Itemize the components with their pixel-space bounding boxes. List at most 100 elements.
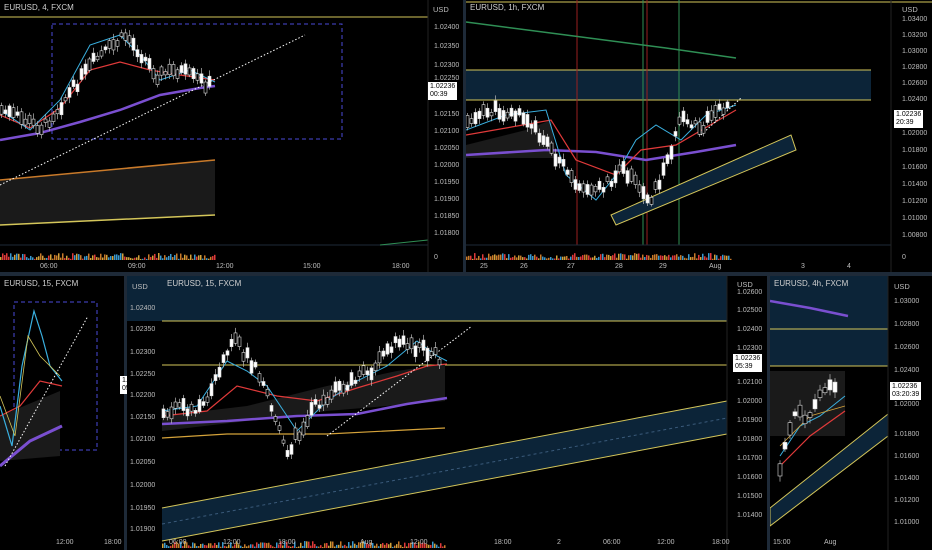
candle [193, 410, 198, 414]
channel-band[interactable] [610, 134, 797, 226]
y-tick-label: 1.02800 [902, 64, 928, 71]
volume-bar [676, 254, 678, 260]
volume-bar [718, 258, 720, 260]
volume-bar [378, 546, 380, 548]
candle [721, 107, 726, 115]
vertical-divider-bottom-right[interactable] [767, 276, 770, 550]
candle [19, 111, 24, 125]
volume-bar [22, 253, 24, 260]
chart-pane-4[interactable]: EURUSD, 15, FXCM USD USD 1.02400 1.02350… [127, 276, 767, 550]
candle [377, 351, 382, 364]
volume-bar [214, 542, 216, 548]
volume-bar [56, 255, 58, 260]
volume-bar [162, 258, 164, 260]
candle [481, 104, 486, 116]
y-tick-label: 1.01900 [737, 417, 763, 424]
candle [159, 66, 164, 76]
trendline-dotted[interactable] [326, 325, 473, 437]
chart-pane-1[interactable]: EURUSD, 4, FXCM USD 1.02400 1.02350 1.02… [0, 0, 463, 272]
volume-bar [714, 254, 716, 260]
candle [545, 136, 550, 147]
vertical-divider-top[interactable] [463, 0, 466, 272]
candle [321, 394, 326, 406]
y-tick-label: 1.02300 [737, 345, 763, 352]
y-tick-label: 0 [434, 254, 438, 261]
trendline-dotted[interactable] [4, 315, 89, 467]
volume-bar [210, 256, 212, 260]
candle [797, 404, 803, 418]
y-tick-label: 1.02150 [434, 111, 460, 118]
volume-bar [80, 255, 82, 260]
chart-pane-5[interactable]: EURUSD, 4h, FXCM USD 1.03000 1.02800 1.0… [770, 276, 932, 550]
volume-bar [500, 254, 502, 260]
y-tick-label: 1.01200 [894, 497, 920, 504]
candle [705, 110, 710, 123]
selection-rectangle[interactable] [13, 301, 98, 451]
volume-bar [684, 257, 686, 260]
candle [79, 68, 84, 80]
candle [139, 54, 144, 64]
volume-bar [300, 542, 302, 548]
candle [345, 384, 350, 391]
candle [689, 124, 694, 129]
volume-bar [730, 258, 732, 260]
candle [533, 120, 538, 133]
y-tick-label: 1.01500 [737, 493, 763, 500]
volume-bar [190, 546, 192, 548]
candle [179, 65, 184, 73]
chart-canvas-4[interactable] [127, 276, 767, 550]
zone-band[interactable] [770, 276, 888, 366]
volume-bar [20, 257, 22, 260]
zone-band[interactable] [466, 70, 871, 100]
volume-bar [662, 255, 664, 260]
volume-bar [296, 546, 298, 548]
chart-canvas-5[interactable] [770, 276, 932, 550]
volume-bar [308, 541, 310, 548]
chart-pane-3[interactable]: EURUSD, 15, FXCM 12:00 18:00 [0, 276, 124, 550]
volume-bar [166, 257, 168, 260]
chart-canvas-1[interactable] [0, 0, 463, 272]
ema-purple-line [161, 396, 448, 426]
y-tick-label: 1.02000 [434, 162, 460, 169]
candle [175, 69, 180, 79]
candle [273, 416, 278, 422]
volume-bar [48, 255, 50, 260]
zone-band[interactable] [127, 276, 727, 321]
vertical-divider-bottom-left[interactable] [124, 276, 127, 550]
candle [665, 154, 670, 164]
candle [171, 64, 176, 77]
volume-bar [130, 257, 132, 260]
volume-bar [212, 545, 214, 548]
volume-bar [586, 254, 588, 260]
volume-bar [106, 254, 108, 260]
candle [35, 125, 40, 134]
y-tick-label: 1.02050 [434, 145, 460, 152]
volume-bar [566, 255, 568, 260]
trendline-dotted[interactable] [0, 34, 306, 186]
chart-canvas-3[interactable] [0, 276, 124, 550]
candle [832, 381, 838, 393]
x-tick-label: 12:00 [410, 539, 428, 546]
volume-bar [348, 542, 350, 548]
volume-bar [688, 254, 690, 260]
volume-bar [140, 258, 142, 260]
volume-bar [172, 544, 174, 548]
chart-pane-2[interactable]: EURUSD, 1h, FXCM USD 1.03400 1.03200 1.0… [466, 0, 932, 272]
volume-bar [372, 542, 374, 548]
volume-bar [116, 254, 118, 260]
y-tick-label: 1.01400 [902, 181, 928, 188]
volume-bar [198, 255, 200, 260]
candle [233, 332, 238, 344]
channel-band[interactable] [162, 401, 727, 541]
horizontal-divider[interactable] [0, 272, 932, 276]
volume-bar [264, 542, 266, 548]
selection-rectangle[interactable] [51, 23, 343, 140]
candle [63, 97, 68, 102]
candle [135, 49, 140, 58]
candle [151, 68, 156, 80]
volume-bar [70, 258, 72, 260]
volume-bar [194, 254, 196, 260]
chart-canvas-2[interactable] [466, 0, 932, 272]
y-tick-label: 1.01800 [434, 230, 460, 237]
volume-bar [132, 258, 134, 260]
